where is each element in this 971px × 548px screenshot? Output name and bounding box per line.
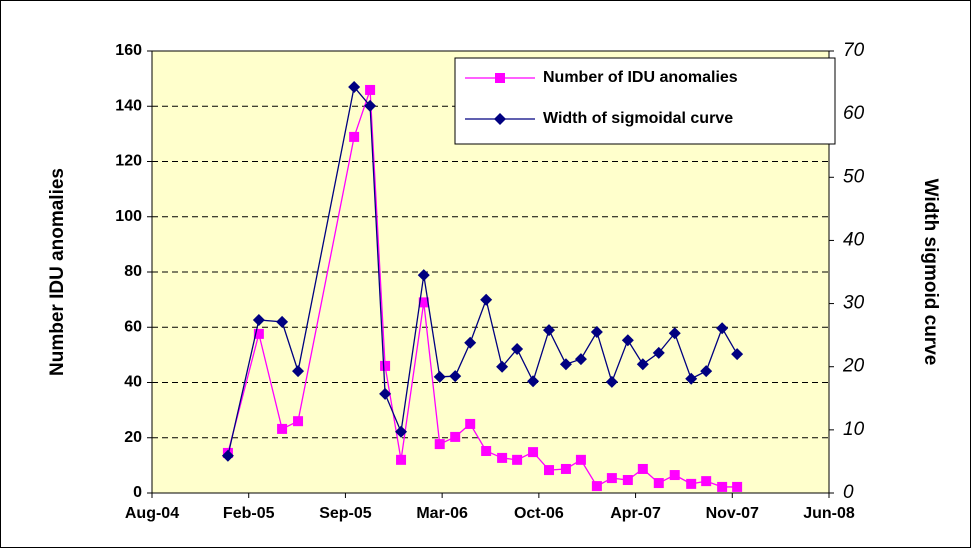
marker	[495, 73, 505, 83]
marker	[606, 473, 617, 484]
legend-box	[454, 57, 836, 145]
marker	[496, 360, 509, 373]
marker	[449, 370, 462, 383]
marker	[637, 463, 648, 474]
y2-tick-label: 10	[843, 419, 865, 440]
y-tick-label: 20	[124, 429, 142, 446]
marker	[544, 465, 555, 476]
marker	[621, 334, 634, 347]
marker	[636, 358, 649, 371]
x-tick-label: Jun-08	[803, 505, 855, 522]
marker	[418, 297, 429, 308]
marker	[253, 328, 264, 339]
marker	[480, 293, 493, 306]
marker	[481, 446, 492, 457]
marker	[669, 470, 680, 481]
marker	[559, 358, 572, 371]
y2-tick-label: 20	[842, 356, 865, 377]
marker	[364, 99, 377, 112]
x-tick-label: Nov-07	[706, 505, 759, 522]
marker	[560, 463, 571, 474]
marker	[293, 416, 304, 427]
y-tick-label: 40	[124, 374, 142, 391]
marker	[348, 80, 361, 93]
y2-tick-label: 70	[843, 40, 865, 61]
y-axis-title: Number IDU anomalies	[47, 168, 68, 376]
marker	[543, 324, 556, 337]
x-tick-label: Apr-07	[610, 505, 661, 522]
marker	[653, 478, 664, 489]
marker	[379, 387, 392, 400]
marker	[731, 348, 744, 361]
x-tick-label: Oct-06	[514, 505, 564, 522]
y2-tick-label: 60	[843, 103, 865, 124]
marker	[717, 481, 728, 492]
marker	[574, 353, 587, 366]
legend-label: Width of sigmoidal curve	[543, 110, 733, 127]
marker	[396, 454, 407, 465]
marker	[365, 84, 376, 95]
marker	[465, 418, 476, 429]
x-tick-label: Aug-04	[125, 505, 179, 522]
marker	[395, 425, 408, 438]
marker	[701, 476, 712, 487]
y-tick-label: 140	[115, 97, 142, 114]
marker	[292, 365, 305, 378]
legend: Number of IDU anomalies Width of sigmoida…	[454, 57, 836, 145]
marker	[528, 447, 539, 458]
marker	[668, 327, 681, 340]
y2-tick-label: 40	[843, 229, 865, 250]
marker	[512, 454, 523, 465]
y-tick-label: 100	[115, 208, 142, 225]
marker	[433, 370, 446, 383]
marker	[527, 375, 540, 388]
y-tick-label: 120	[115, 153, 142, 170]
marker	[380, 360, 391, 371]
y2-axis-title: Width sigmoid curve	[920, 179, 941, 366]
legend-label: Number of IDU anomalies	[543, 69, 738, 86]
marker	[575, 454, 586, 465]
marker	[349, 131, 360, 142]
marker	[591, 481, 602, 492]
marker	[252, 313, 265, 326]
marker	[417, 269, 430, 282]
y-tick-label: 60	[124, 318, 142, 335]
marker	[652, 346, 665, 359]
y-tick-label: 80	[124, 263, 142, 280]
marker	[277, 423, 288, 434]
y2-tick-label: 0	[843, 482, 854, 503]
marker	[434, 439, 445, 450]
x-tick-label: Mar-06	[416, 505, 468, 522]
marker	[700, 365, 713, 378]
marker	[221, 449, 234, 462]
marker	[716, 322, 729, 335]
y2-tick-label: 30	[843, 293, 865, 314]
y2-tick-label: 50	[843, 166, 865, 187]
marker	[590, 325, 603, 338]
x-tick-label: Feb-05	[223, 505, 275, 522]
marker	[685, 372, 698, 385]
marker	[450, 431, 461, 442]
marker	[464, 336, 477, 349]
marker	[622, 475, 633, 486]
y-tick-label: 160	[115, 42, 142, 59]
marker	[276, 315, 289, 328]
y-tick-label: 0	[133, 484, 142, 501]
marker	[732, 481, 743, 492]
marker	[497, 452, 508, 463]
marker	[686, 478, 697, 489]
x-tick-label: Sep-05	[319, 505, 372, 522]
marker	[494, 113, 506, 125]
marker	[605, 375, 618, 388]
marker	[511, 343, 524, 356]
plot-border	[151, 50, 830, 494]
